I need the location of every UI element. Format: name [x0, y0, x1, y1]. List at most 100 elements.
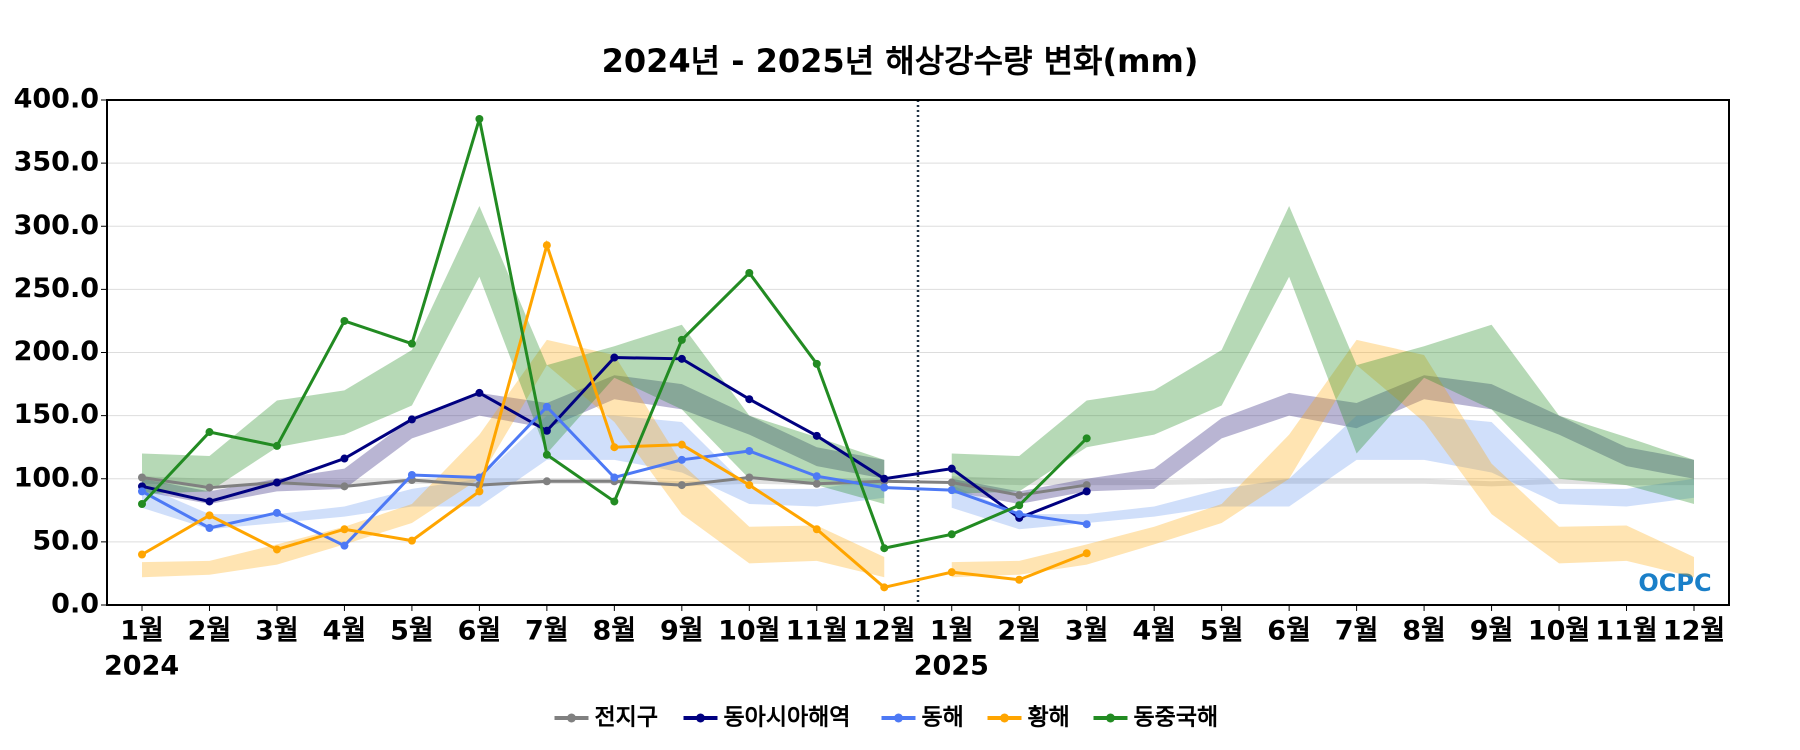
- data-point: [205, 511, 214, 520]
- data-point: [677, 335, 686, 344]
- data-point: [947, 568, 956, 577]
- data-point: [1015, 510, 1024, 519]
- data-point: [610, 473, 619, 482]
- data-point: [610, 353, 619, 362]
- x-tick-label: 9월: [660, 616, 704, 647]
- data-point: [677, 481, 686, 490]
- data-point: [1082, 487, 1091, 496]
- data-point: [138, 487, 146, 496]
- data-point: [340, 541, 349, 550]
- x-tick-label: 11월: [1595, 616, 1657, 647]
- y-tick-label: 400.0: [14, 84, 99, 115]
- data-point: [205, 428, 214, 437]
- data-point: [340, 316, 349, 325]
- data-point: [205, 497, 214, 506]
- legend-marker: [567, 713, 576, 723]
- data-point: [138, 500, 146, 508]
- data-point: [138, 550, 146, 559]
- data-point: [407, 470, 416, 479]
- data-point: [1015, 491, 1024, 500]
- y-tick-label: 250.0: [14, 273, 99, 304]
- data-point: [205, 483, 214, 492]
- x-tick-label: 4월: [1132, 616, 1176, 647]
- legend-label: 동아시아해역: [724, 705, 851, 731]
- x-tick-label: 6월: [458, 616, 502, 647]
- x-tick-label: 3월: [255, 616, 299, 647]
- x-tick-label: 12월: [853, 616, 915, 647]
- data-point: [542, 426, 551, 435]
- x-tick-label: 1월: [930, 616, 974, 647]
- data-point: [610, 443, 619, 452]
- year-label: 2024: [104, 651, 179, 682]
- y-tick-label: 0.0: [51, 589, 99, 620]
- year-label: 2025: [914, 651, 989, 682]
- x-tick-label: 10월: [718, 616, 780, 647]
- data-point: [677, 455, 686, 464]
- x-tick-label: 7월: [1335, 616, 1379, 647]
- x-tick-label: 10월: [1528, 616, 1590, 647]
- data-point: [745, 446, 754, 455]
- data-point: [272, 545, 281, 554]
- data-point: [947, 486, 956, 495]
- data-point: [542, 241, 551, 250]
- legend-marker: [1000, 713, 1009, 723]
- legend-label: 황해: [1028, 705, 1070, 731]
- data-point: [947, 530, 956, 539]
- data-point: [745, 395, 754, 404]
- x-tick-label: 8월: [1402, 616, 1446, 647]
- data-point: [542, 402, 551, 411]
- climatology-band: [951, 476, 1694, 487]
- data-point: [610, 497, 619, 506]
- data-point: [272, 508, 281, 517]
- legend-label: 동해: [922, 705, 964, 731]
- x-tick-label: 12월: [1663, 616, 1725, 647]
- logo: OCPC: [1638, 569, 1711, 597]
- data-point: [138, 473, 146, 482]
- data-point: [475, 388, 484, 397]
- climatology-band: [142, 415, 885, 530]
- data-point: [407, 339, 416, 348]
- data-point: [1015, 501, 1024, 510]
- y-tick-label: 350.0: [14, 147, 99, 178]
- data-point: [542, 477, 551, 486]
- y-tick-label: 200.0: [14, 336, 99, 367]
- data-point: [880, 544, 889, 553]
- x-tick-label: 7월: [525, 616, 569, 647]
- x-tick-label: 5월: [1200, 616, 1244, 647]
- x-tick-label: 4월: [323, 616, 367, 647]
- data-point: [1015, 575, 1024, 584]
- climatology-band: [951, 415, 1694, 530]
- climatology-band: [951, 339, 1694, 578]
- data-point: [745, 473, 754, 482]
- data-point: [812, 359, 821, 368]
- data-point: [1082, 549, 1091, 558]
- data-point: [880, 583, 889, 592]
- x-tick-label: 8월: [593, 616, 637, 647]
- climatology-band: [951, 375, 1694, 504]
- x-tick-label: 2월: [188, 616, 232, 647]
- data-point: [272, 441, 281, 450]
- data-point: [205, 523, 214, 532]
- data-point: [407, 415, 416, 424]
- data-point: [340, 482, 349, 491]
- legend-marker: [696, 713, 705, 723]
- x-tick-label: 9월: [1470, 616, 1514, 647]
- data-point: [880, 474, 889, 483]
- data-point: [1082, 520, 1091, 529]
- x-tick-label: 6월: [1267, 616, 1311, 647]
- legend-marker: [894, 713, 903, 723]
- x-tick-label: 5월: [390, 616, 434, 647]
- data-point: [272, 478, 281, 487]
- data-point: [340, 454, 349, 463]
- climatology-band: [142, 375, 885, 504]
- data-point: [407, 536, 416, 545]
- plot-frame: [106, 99, 1730, 606]
- y-tick-label: 100.0: [14, 462, 99, 493]
- data-point: [677, 354, 686, 363]
- data-point: [947, 464, 956, 473]
- data-point: [812, 525, 821, 534]
- data-point: [1082, 434, 1091, 443]
- y-tick-label: 150.0: [14, 399, 99, 430]
